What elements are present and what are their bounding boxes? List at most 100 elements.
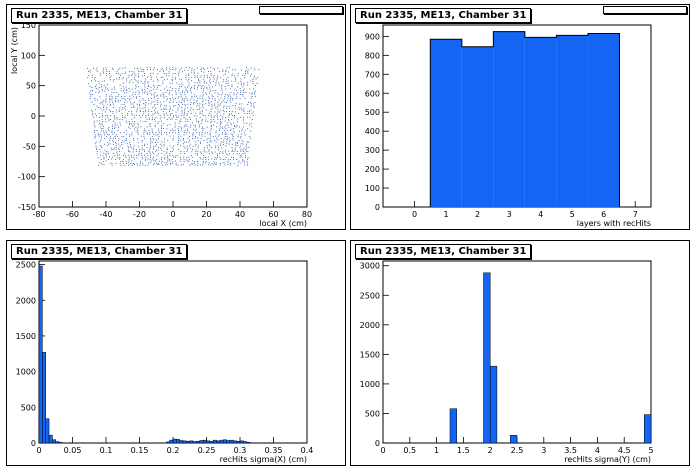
scatter-point <box>181 128 183 130</box>
scatter-point <box>216 155 218 157</box>
scatter-point <box>95 84 97 86</box>
scatter-point <box>149 151 151 153</box>
scatter-point <box>109 101 110 103</box>
scatter-point <box>209 92 210 94</box>
scatter-point <box>131 107 133 108</box>
scatter-point <box>143 145 145 147</box>
scatter-point <box>242 116 244 118</box>
scatter-point <box>221 122 223 124</box>
scatter-point <box>106 136 108 138</box>
scatter-point <box>112 67 114 69</box>
scatter-point <box>119 84 121 86</box>
x-tick-label: 5 <box>570 210 575 219</box>
scatter-point <box>199 132 200 134</box>
scatter-point <box>240 107 242 109</box>
scatter-point <box>100 162 102 164</box>
scatter-point <box>166 128 168 130</box>
x-axis-label: recHits sigma(Y) (cm) <box>564 455 651 464</box>
scatter-point <box>135 150 137 152</box>
scatter-point <box>211 124 212 126</box>
scatter-point <box>127 97 129 99</box>
scatter-point <box>178 75 180 76</box>
scatter-point <box>121 72 123 74</box>
scatter-point <box>241 109 243 111</box>
scatter-point <box>128 121 130 122</box>
scatter-point <box>224 130 225 132</box>
scatter-point <box>251 92 253 94</box>
scatter-point <box>235 78 237 80</box>
scatter-point <box>217 145 219 147</box>
y-tick-label: 3000 <box>360 262 380 271</box>
scatter-point <box>92 90 93 92</box>
scatter-point <box>100 101 102 103</box>
scatter-point <box>236 153 238 155</box>
scatter-point <box>136 122 138 124</box>
scatter-point <box>126 101 128 103</box>
scatter-point <box>229 111 231 112</box>
scatter-point <box>109 99 111 101</box>
scatter-point <box>121 144 123 145</box>
scatter-point <box>105 67 107 69</box>
scatter-point <box>144 84 146 86</box>
scatter-point <box>186 98 188 100</box>
scatter-point <box>172 76 173 78</box>
histogram-bar <box>206 440 211 444</box>
scatter-point <box>221 84 223 86</box>
scatter-point <box>232 137 234 139</box>
scatter-point <box>226 141 228 143</box>
scatter-point <box>244 74 246 76</box>
scatter-point <box>146 147 148 149</box>
stats-box <box>259 6 343 14</box>
scatter-point <box>175 164 177 166</box>
scatter-point <box>170 115 172 116</box>
scatter-point <box>122 147 124 149</box>
scatter-point <box>156 88 158 90</box>
scatter-point <box>241 139 243 141</box>
scatter-point <box>86 67 88 69</box>
scatter-point <box>183 114 185 116</box>
scatter-point <box>156 139 157 141</box>
scatter-point <box>243 118 244 120</box>
x-tick-label: 40 <box>235 210 245 219</box>
scatter-point <box>211 116 213 118</box>
scatter-point <box>108 143 109 145</box>
scatter-point <box>235 77 237 79</box>
scatter-point <box>231 143 233 145</box>
scatter-point <box>190 147 191 149</box>
scatter-point <box>166 134 168 136</box>
scatter-point <box>243 110 245 112</box>
scatter-point <box>208 149 210 151</box>
scatter-point <box>123 132 125 133</box>
scatter-point <box>128 164 129 166</box>
scatter-point <box>166 162 168 164</box>
scatter-point <box>106 71 108 72</box>
scatter-point <box>220 119 221 121</box>
scatter-point <box>181 82 183 84</box>
scatter-point <box>145 156 147 158</box>
scatter-point <box>171 128 173 130</box>
scatter-point <box>111 156 113 158</box>
scatter-point <box>96 147 98 149</box>
scatter-point <box>171 94 173 96</box>
scatter-point <box>134 117 135 119</box>
scatter-point <box>123 136 125 138</box>
scatter-point <box>244 134 246 136</box>
scatter-point <box>254 102 256 104</box>
scatter-point <box>114 147 115 149</box>
scatter-point <box>177 109 179 111</box>
scatter-point <box>208 143 210 145</box>
scatter-point <box>220 138 222 140</box>
scatter-point <box>165 107 167 109</box>
scatter-point <box>125 92 127 93</box>
scatter-point <box>208 162 210 164</box>
scatter-point <box>237 73 239 75</box>
scatter-point <box>105 151 107 153</box>
scatter-point <box>202 91 204 93</box>
scatter-point <box>103 164 105 166</box>
scatter-point <box>226 143 228 145</box>
scatter-point <box>124 117 126 119</box>
scatter-point <box>92 113 94 115</box>
x-tick-label: -20 <box>133 210 146 219</box>
scatter-point <box>102 90 104 92</box>
scatter-point <box>222 70 224 72</box>
